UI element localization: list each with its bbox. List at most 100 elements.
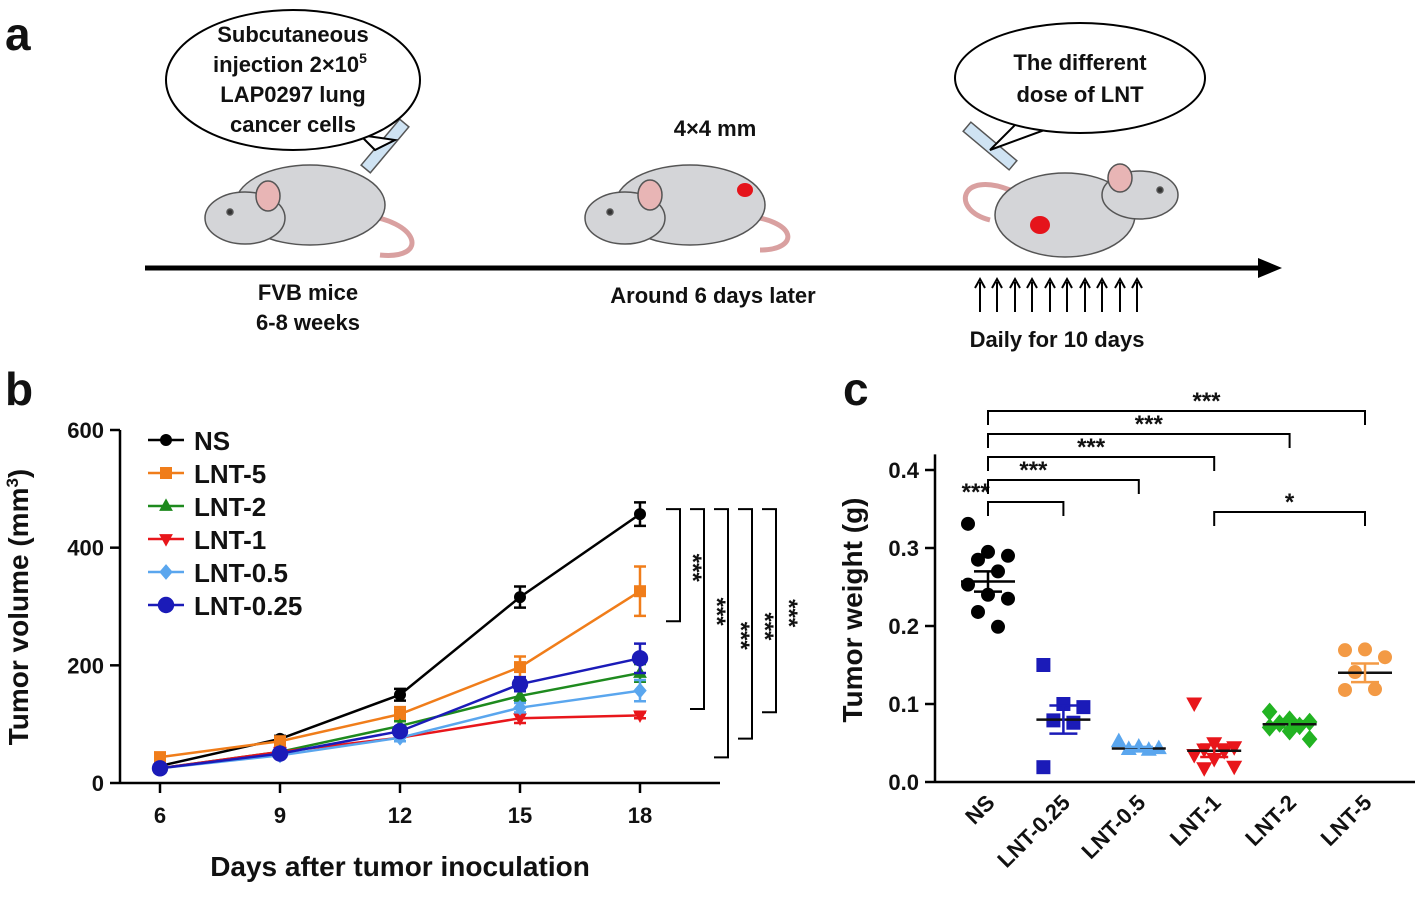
marker: [159, 564, 173, 580]
marker: [971, 552, 985, 567]
bracket: [987, 433, 1291, 448]
bracket: [987, 410, 1366, 425]
legend-label: LNT-0.25: [194, 591, 302, 621]
bubble-text: injection 2×105: [213, 50, 367, 77]
y-axis-label: Tumor volume (mm3): [3, 469, 34, 746]
significance: ***: [679, 554, 706, 583]
bubble-text: dose of LNT: [1016, 82, 1144, 107]
marker: [514, 591, 526, 604]
y-tick-label: 0.2: [888, 614, 919, 639]
sem-bar: [1049, 704, 1078, 735]
x-tick-label: NS: [960, 790, 999, 829]
significance: ***: [775, 599, 802, 628]
marker: [394, 688, 406, 701]
bubble-text: cancer cells: [230, 112, 356, 137]
legend-label: LNT-1: [194, 525, 266, 555]
marker: [160, 467, 172, 479]
marker: [1036, 760, 1051, 775]
marker: [1301, 729, 1318, 749]
marker: [159, 534, 173, 547]
x-tick-label: LNT-1: [1165, 790, 1226, 851]
timeline-label: 6-8 weeks: [256, 310, 360, 335]
sem-bar: [974, 570, 1002, 593]
marker: [633, 682, 647, 699]
marker: [1338, 643, 1352, 658]
marker: [1076, 700, 1091, 715]
marker: [1036, 658, 1051, 672]
timeline-label: FVB mice: [258, 280, 358, 305]
marker: [159, 498, 173, 511]
x-tick-label: 15: [508, 803, 532, 828]
marker: [1150, 739, 1167, 755]
sem-bar: [1124, 745, 1153, 752]
marker: [634, 508, 646, 521]
y-axis-label: ): [3, 469, 34, 478]
y-axis-label: Tumor volume (mm: [3, 488, 34, 746]
marker: [1001, 591, 1015, 606]
marker: [1378, 650, 1392, 665]
bracket: [987, 501, 1065, 516]
marker: [1291, 716, 1308, 736]
legend-label: NS: [194, 426, 230, 456]
marker: [157, 596, 175, 614]
marker: [1338, 682, 1352, 697]
bracket: [738, 508, 753, 740]
y-tick-label: 0.3: [888, 536, 919, 561]
bracket: [762, 508, 777, 714]
sem-bar: [1351, 662, 1379, 684]
marker: [971, 604, 985, 619]
marker: [981, 544, 995, 559]
marker: [633, 710, 647, 723]
marker: [1186, 749, 1203, 764]
marker: [634, 585, 646, 598]
tumor-size: 4×4 mm: [674, 116, 757, 141]
marker: [1368, 682, 1382, 697]
x-tick-label: 12: [388, 803, 412, 828]
superscript: 5: [359, 50, 367, 66]
schematic-labels: Subcutaneous injection 2×105 LAP0297 lun…: [213, 22, 1147, 352]
marker: [1196, 762, 1213, 777]
y-tick-label: 0: [92, 771, 104, 796]
marker: [991, 619, 1005, 634]
marker: [513, 699, 527, 716]
x-tick-label: LNT-0.25: [992, 790, 1075, 873]
marker: [391, 723, 409, 740]
significance: ***: [751, 612, 778, 641]
x-tick-label: LNT-0.5: [1076, 790, 1150, 864]
significance: ***: [727, 622, 754, 651]
marker: [961, 577, 975, 592]
bubble-text: Subcutaneous: [217, 22, 369, 47]
marker: [1226, 760, 1243, 776]
significance: ***: [962, 479, 991, 506]
legend-label: LNT-5: [194, 459, 266, 489]
sem-bar: [1200, 743, 1229, 759]
significance: ***: [703, 598, 730, 627]
x-tick-label: LNT-5: [1316, 790, 1377, 851]
y-tick-label: 200: [67, 653, 104, 678]
bubble-text: LAP0297 lung: [220, 82, 365, 107]
bubble-text: The different: [1013, 50, 1147, 75]
bracket: [987, 456, 1216, 471]
x-tick-label: LNT-2: [1240, 790, 1301, 851]
legend-label: LNT-2: [194, 492, 266, 522]
marker: [631, 650, 649, 667]
marker: [1001, 548, 1015, 563]
marker: [1261, 702, 1278, 722]
marker: [160, 434, 172, 446]
bracket: [714, 508, 729, 759]
bubble-text: injection 2×10: [213, 52, 359, 77]
y-tick-label: 0.1: [888, 692, 919, 717]
x-tick-label: 6: [154, 803, 166, 828]
bracket: [666, 508, 681, 623]
panel-label: b: [5, 363, 33, 415]
panel-label: c: [843, 363, 869, 415]
marker: [1186, 697, 1203, 713]
y-axis-label: Tumor weight (g): [837, 498, 868, 723]
y-tick-label: 0.0: [888, 770, 919, 795]
marker: [1066, 715, 1081, 730]
bracket: [690, 508, 705, 710]
panel-label: a: [5, 8, 31, 60]
y-tick-label: 400: [67, 536, 104, 561]
marker: [151, 760, 169, 777]
